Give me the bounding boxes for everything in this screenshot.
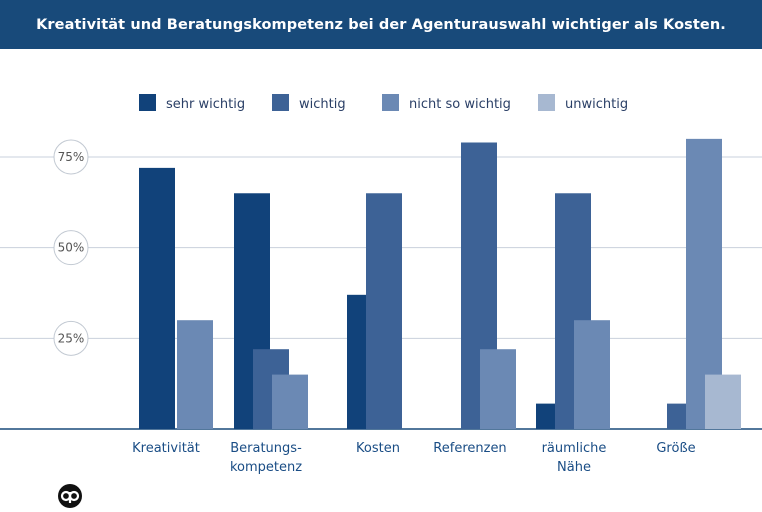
legend-label: wichtig bbox=[299, 97, 346, 112]
category-label: kompetenz bbox=[230, 460, 302, 475]
category-label: Beratungs- bbox=[230, 441, 302, 456]
bars bbox=[139, 138, 741, 429]
agency-logo-icon bbox=[56, 484, 84, 508]
category-label: Nähe bbox=[557, 460, 591, 475]
bar-wichtig-2 bbox=[366, 193, 402, 429]
legend-swatch bbox=[139, 94, 156, 111]
category-label: räumliche bbox=[542, 441, 607, 456]
legend-swatch bbox=[382, 94, 399, 111]
bar-nicht-so-wichtig-3 bbox=[480, 349, 516, 429]
legend-swatch bbox=[272, 94, 289, 111]
legend-swatch bbox=[538, 94, 555, 111]
bar-nicht-so-wichtig-4 bbox=[574, 320, 610, 429]
y-tick-circle bbox=[53, 139, 89, 175]
y-axis-ticks: 25% 50% 75% bbox=[53, 139, 89, 356]
legend-label: unwichtig bbox=[565, 97, 628, 112]
chart-title: Kreativität und Beratungskompetenz bei d… bbox=[0, 0, 762, 49]
y-tick-label: 25% bbox=[58, 331, 85, 345]
bar-nicht-so-wichtig-1 bbox=[272, 374, 308, 429]
y-tick-label: 50% bbox=[58, 241, 85, 255]
legend: sehr wichtig wichtig nicht so wichtig unwic… bbox=[139, 94, 628, 112]
legend-label: nicht so wichtig bbox=[409, 97, 511, 112]
category-label: Größe bbox=[656, 441, 695, 456]
x-axis-categories: Kreativität Beratungs-kompetenz Kosten Refe… bbox=[132, 441, 696, 475]
y-tick-circle bbox=[53, 320, 89, 356]
category-label: Kosten bbox=[356, 441, 400, 456]
bar-sehr-wichtig-0 bbox=[139, 167, 175, 429]
bar-nicht-so-wichtig-0 bbox=[177, 320, 213, 429]
category-label: Referenzen bbox=[433, 441, 506, 456]
y-tick-circle bbox=[53, 230, 89, 266]
bar-unwichtig-5 bbox=[705, 374, 741, 429]
legend-label: sehr wichtig bbox=[166, 97, 245, 112]
category-label: Kreativität bbox=[132, 441, 200, 456]
y-tick-label: 75% bbox=[58, 150, 85, 164]
